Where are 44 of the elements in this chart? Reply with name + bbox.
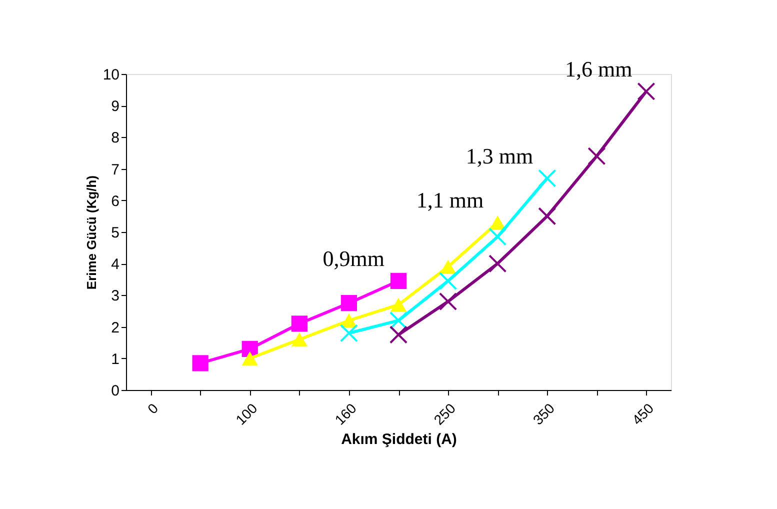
series-label: 1,3 mm (466, 143, 534, 168)
y-tick-label: 0 (111, 382, 120, 400)
x-tick-label: 100 (232, 400, 260, 428)
y-tick-label: 2 (111, 319, 120, 336)
point (438, 272, 458, 290)
point (538, 169, 556, 188)
y-tick-label: 9 (111, 98, 120, 116)
y-tick-label: 7 (111, 161, 120, 178)
point (438, 292, 458, 311)
point (291, 332, 308, 346)
point (538, 207, 556, 226)
point (242, 351, 258, 366)
point (389, 311, 408, 330)
y-tick-label: 4 (111, 256, 120, 274)
series-label: 0,9mm (322, 246, 384, 271)
point (637, 82, 656, 100)
y-axis-title: Erime Gücü (Kg/h) (84, 175, 99, 290)
x-tick-label: 350 (530, 400, 558, 428)
x-tick-label: 160 (332, 400, 360, 428)
point (488, 254, 507, 273)
point (440, 260, 456, 274)
x-tick-label: 250 (430, 400, 459, 428)
y-tick-label: 10 (102, 66, 120, 84)
point (588, 147, 606, 166)
y-tick-label: 1 (111, 350, 120, 368)
y-tick-label: 5 (111, 224, 120, 242)
point (390, 298, 407, 312)
x-tick-label: 450 (628, 400, 657, 428)
x-axis-title: Akım Şiddeti (A) (341, 430, 457, 448)
point (389, 326, 408, 344)
point (192, 355, 208, 372)
point (340, 295, 358, 312)
point (340, 314, 358, 328)
x-tick-label: 0 (144, 400, 162, 417)
y-tick-label: 6 (111, 192, 120, 210)
point (340, 324, 358, 342)
series-label: 1,6 mm (564, 56, 632, 82)
point (291, 316, 308, 332)
point (488, 228, 507, 246)
point (390, 272, 407, 290)
y-tick-label: 8 (111, 130, 120, 147)
y-tick-label: 3 (111, 288, 120, 305)
point (490, 216, 506, 230)
series-label: 1,1 mm (416, 188, 484, 213)
